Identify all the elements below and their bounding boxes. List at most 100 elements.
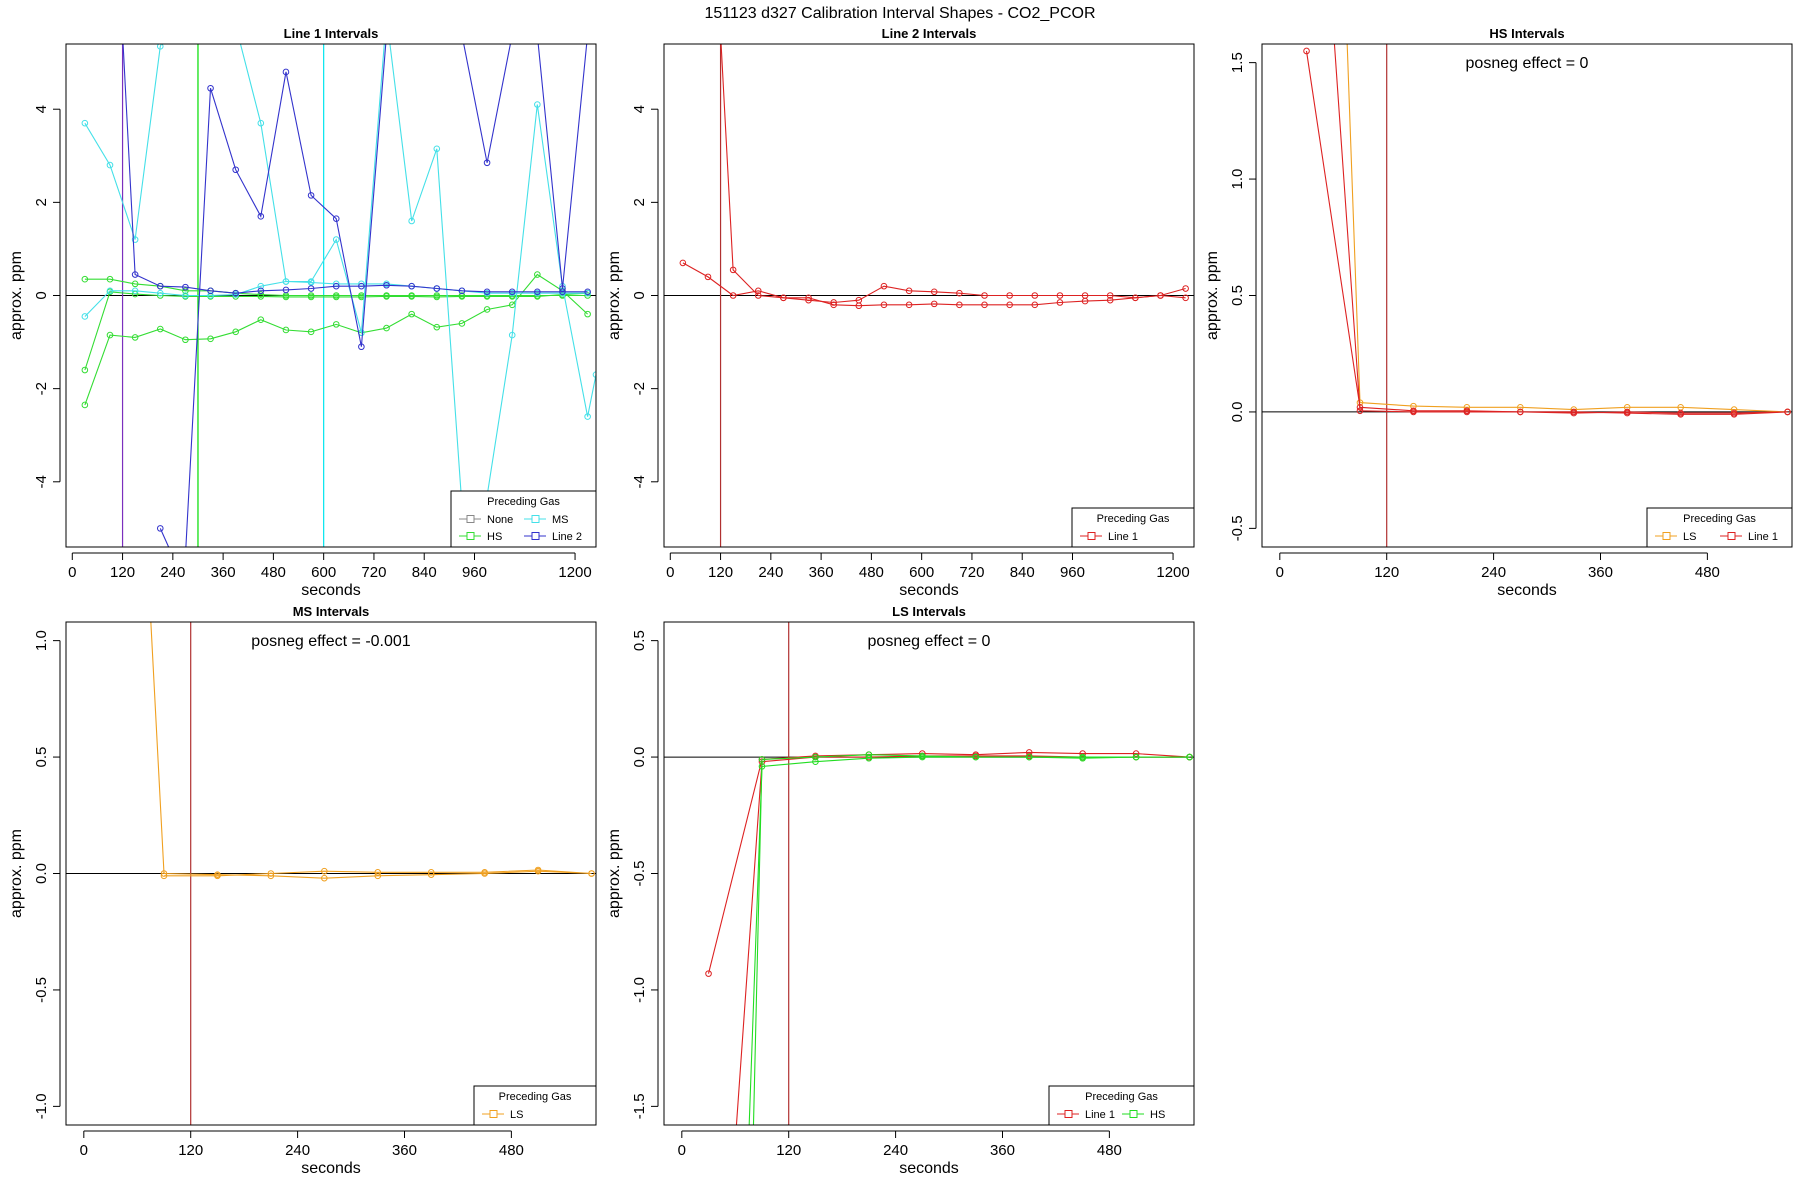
series-line-hs bbox=[84, 278, 588, 297]
legend-entry-label: None bbox=[487, 514, 513, 526]
data-point bbox=[232, 166, 239, 174]
x-tick-label: 240 bbox=[883, 1142, 908, 1159]
data-point bbox=[584, 310, 591, 318]
data-point bbox=[855, 296, 863, 304]
data-point bbox=[1463, 403, 1471, 411]
y-tick-label: 2 bbox=[631, 198, 648, 206]
data-point bbox=[1157, 292, 1164, 299]
y-tick-label: 0.5 bbox=[33, 747, 50, 768]
x-tick-label: 0 bbox=[678, 1142, 686, 1159]
data-point bbox=[358, 282, 365, 290]
data-point bbox=[483, 288, 491, 296]
legend-swatch-marker bbox=[489, 1110, 498, 1118]
y-tick-label: 1.0 bbox=[33, 630, 50, 651]
data-point bbox=[1031, 292, 1039, 299]
legend: Preceding Gas LS Line 1 bbox=[1646, 507, 1793, 548]
x-tick-label: 120 bbox=[110, 564, 135, 581]
legend: Preceding Gas None MS HS Line 2 bbox=[450, 490, 597, 548]
y-tick-label: -1.0 bbox=[631, 977, 648, 1003]
data-point bbox=[106, 275, 114, 283]
series-group bbox=[1303, 44, 1791, 418]
y-tick-label: 2 bbox=[33, 198, 50, 206]
x-axis-label: seconds bbox=[899, 582, 959, 599]
y-tick-label: -1.5 bbox=[631, 1093, 648, 1119]
data-point bbox=[956, 301, 963, 309]
x-tick-label: 120 bbox=[178, 1142, 203, 1159]
posneg-annotation: posneg effect = 0 bbox=[1466, 55, 1589, 72]
legend-swatch-marker bbox=[1129, 1110, 1138, 1118]
data-point bbox=[81, 313, 89, 320]
x-tick-label: 240 bbox=[285, 1142, 310, 1159]
data-point bbox=[758, 756, 766, 763]
data-point bbox=[321, 867, 328, 875]
data-point bbox=[679, 259, 687, 267]
data-point bbox=[182, 292, 189, 299]
chart-title: HS Intervals bbox=[1489, 26, 1564, 41]
data-point bbox=[972, 753, 980, 761]
data-point bbox=[919, 752, 926, 760]
chart-panel-4: MS Intervals 0 120 240 360 480 seconds -1.0 -0.5… bbox=[8, 604, 597, 1177]
data-point bbox=[1730, 406, 1738, 413]
y-tick-label: -0.5 bbox=[1229, 515, 1246, 541]
x-tick-label: 240 bbox=[160, 564, 185, 581]
data-point bbox=[754, 292, 762, 299]
x-tick-label: 360 bbox=[990, 1142, 1015, 1159]
y-tick-label: -1.0 bbox=[33, 1093, 50, 1119]
data-point bbox=[282, 286, 290, 294]
legend-title: Preceding Gas bbox=[1683, 513, 1756, 525]
data-point bbox=[534, 288, 541, 296]
y-tick-label: 0 bbox=[33, 291, 50, 299]
data-point bbox=[433, 285, 441, 292]
y-tick-label: 0.0 bbox=[1229, 402, 1246, 423]
data-point bbox=[257, 316, 265, 324]
series-group bbox=[150, 622, 595, 882]
x-tick-label: 240 bbox=[758, 564, 783, 581]
data-point bbox=[433, 323, 441, 331]
legend-entry-label: LS bbox=[510, 1109, 523, 1121]
legend-title: Preceding Gas bbox=[1097, 513, 1170, 525]
data-point bbox=[232, 289, 239, 297]
chart-title: Line 2 Intervals bbox=[882, 26, 977, 41]
x-tick-label: 480 bbox=[499, 1142, 524, 1159]
data-point bbox=[1623, 409, 1631, 417]
data-point bbox=[930, 300, 938, 308]
data-point bbox=[1356, 407, 1364, 415]
x-tick-label: 0 bbox=[80, 1142, 88, 1159]
plot-frame bbox=[65, 43, 597, 548]
data-point bbox=[534, 866, 542, 874]
data-point bbox=[905, 287, 913, 295]
data-point bbox=[307, 328, 315, 336]
legend-entry-label: Line 1 bbox=[1748, 531, 1778, 543]
x-tick-label: 480 bbox=[859, 564, 884, 581]
legend-entry-label: Line 1 bbox=[1085, 1109, 1115, 1121]
data-point bbox=[321, 874, 328, 882]
y-axis-label: approx. ppm bbox=[1204, 251, 1221, 340]
data-point bbox=[483, 306, 491, 313]
data-point bbox=[1006, 301, 1013, 309]
x-tick-label: 1200 bbox=[1156, 564, 1189, 581]
legend-entry-label: HS bbox=[487, 531, 502, 543]
data-point bbox=[805, 296, 812, 304]
x-tick-label: 120 bbox=[1374, 564, 1399, 581]
data-point bbox=[1677, 410, 1684, 418]
y-tick-label: -4 bbox=[631, 475, 648, 488]
figure-title: 151123 d327 Calibration Interval Shapes … bbox=[704, 5, 1095, 22]
x-axis-label: seconds bbox=[301, 1160, 361, 1177]
plot-frame bbox=[1261, 43, 1793, 548]
series-line-ms bbox=[84, 280, 588, 317]
chart-panel-5: LS Intervals 0 120 240 360 480 seconds -1.5 -1.0… bbox=[606, 604, 1195, 1177]
plot-frame bbox=[663, 621, 1195, 1126]
data-point bbox=[156, 289, 164, 297]
data-point bbox=[1025, 753, 1033, 761]
x-tick-label: 360 bbox=[809, 564, 834, 581]
legend-swatch-marker bbox=[466, 515, 475, 523]
data-point bbox=[358, 343, 365, 351]
data-point bbox=[332, 236, 340, 243]
y-tick-label: -2 bbox=[33, 382, 50, 395]
data-point bbox=[1182, 285, 1189, 292]
y-tick-label: -0.5 bbox=[33, 977, 50, 1003]
data-point bbox=[106, 331, 114, 339]
x-tick-label: 120 bbox=[708, 564, 733, 581]
